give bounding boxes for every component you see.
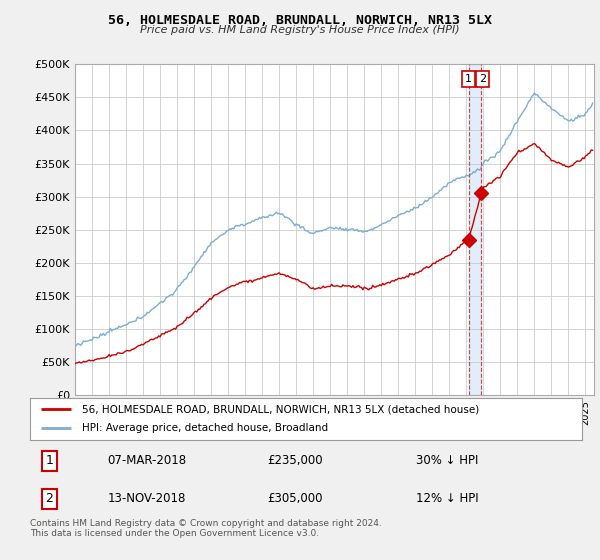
Text: 30% ↓ HPI: 30% ↓ HPI xyxy=(416,454,479,468)
Bar xyxy=(469,64,481,395)
Text: 13-NOV-2018: 13-NOV-2018 xyxy=(107,492,185,506)
Text: 56, HOLMESDALE ROAD, BRUNDALL, NORWICH, NR13 5LX (detached house): 56, HOLMESDALE ROAD, BRUNDALL, NORWICH, … xyxy=(82,404,479,414)
Text: 2: 2 xyxy=(46,492,53,506)
Text: 1: 1 xyxy=(46,454,53,468)
Text: 1: 1 xyxy=(465,74,472,84)
Text: £235,000: £235,000 xyxy=(268,454,323,468)
Text: HPI: Average price, detached house, Broadland: HPI: Average price, detached house, Broa… xyxy=(82,423,329,433)
Text: £305,000: £305,000 xyxy=(268,492,323,506)
Text: 56, HOLMESDALE ROAD, BRUNDALL, NORWICH, NR13 5LX: 56, HOLMESDALE ROAD, BRUNDALL, NORWICH, … xyxy=(108,14,492,27)
Text: 07-MAR-2018: 07-MAR-2018 xyxy=(107,454,187,468)
Text: 12% ↓ HPI: 12% ↓ HPI xyxy=(416,492,479,506)
Text: Price paid vs. HM Land Registry's House Price Index (HPI): Price paid vs. HM Land Registry's House … xyxy=(140,25,460,35)
Text: 2: 2 xyxy=(479,74,486,84)
Text: Contains HM Land Registry data © Crown copyright and database right 2024.
This d: Contains HM Land Registry data © Crown c… xyxy=(30,519,382,538)
